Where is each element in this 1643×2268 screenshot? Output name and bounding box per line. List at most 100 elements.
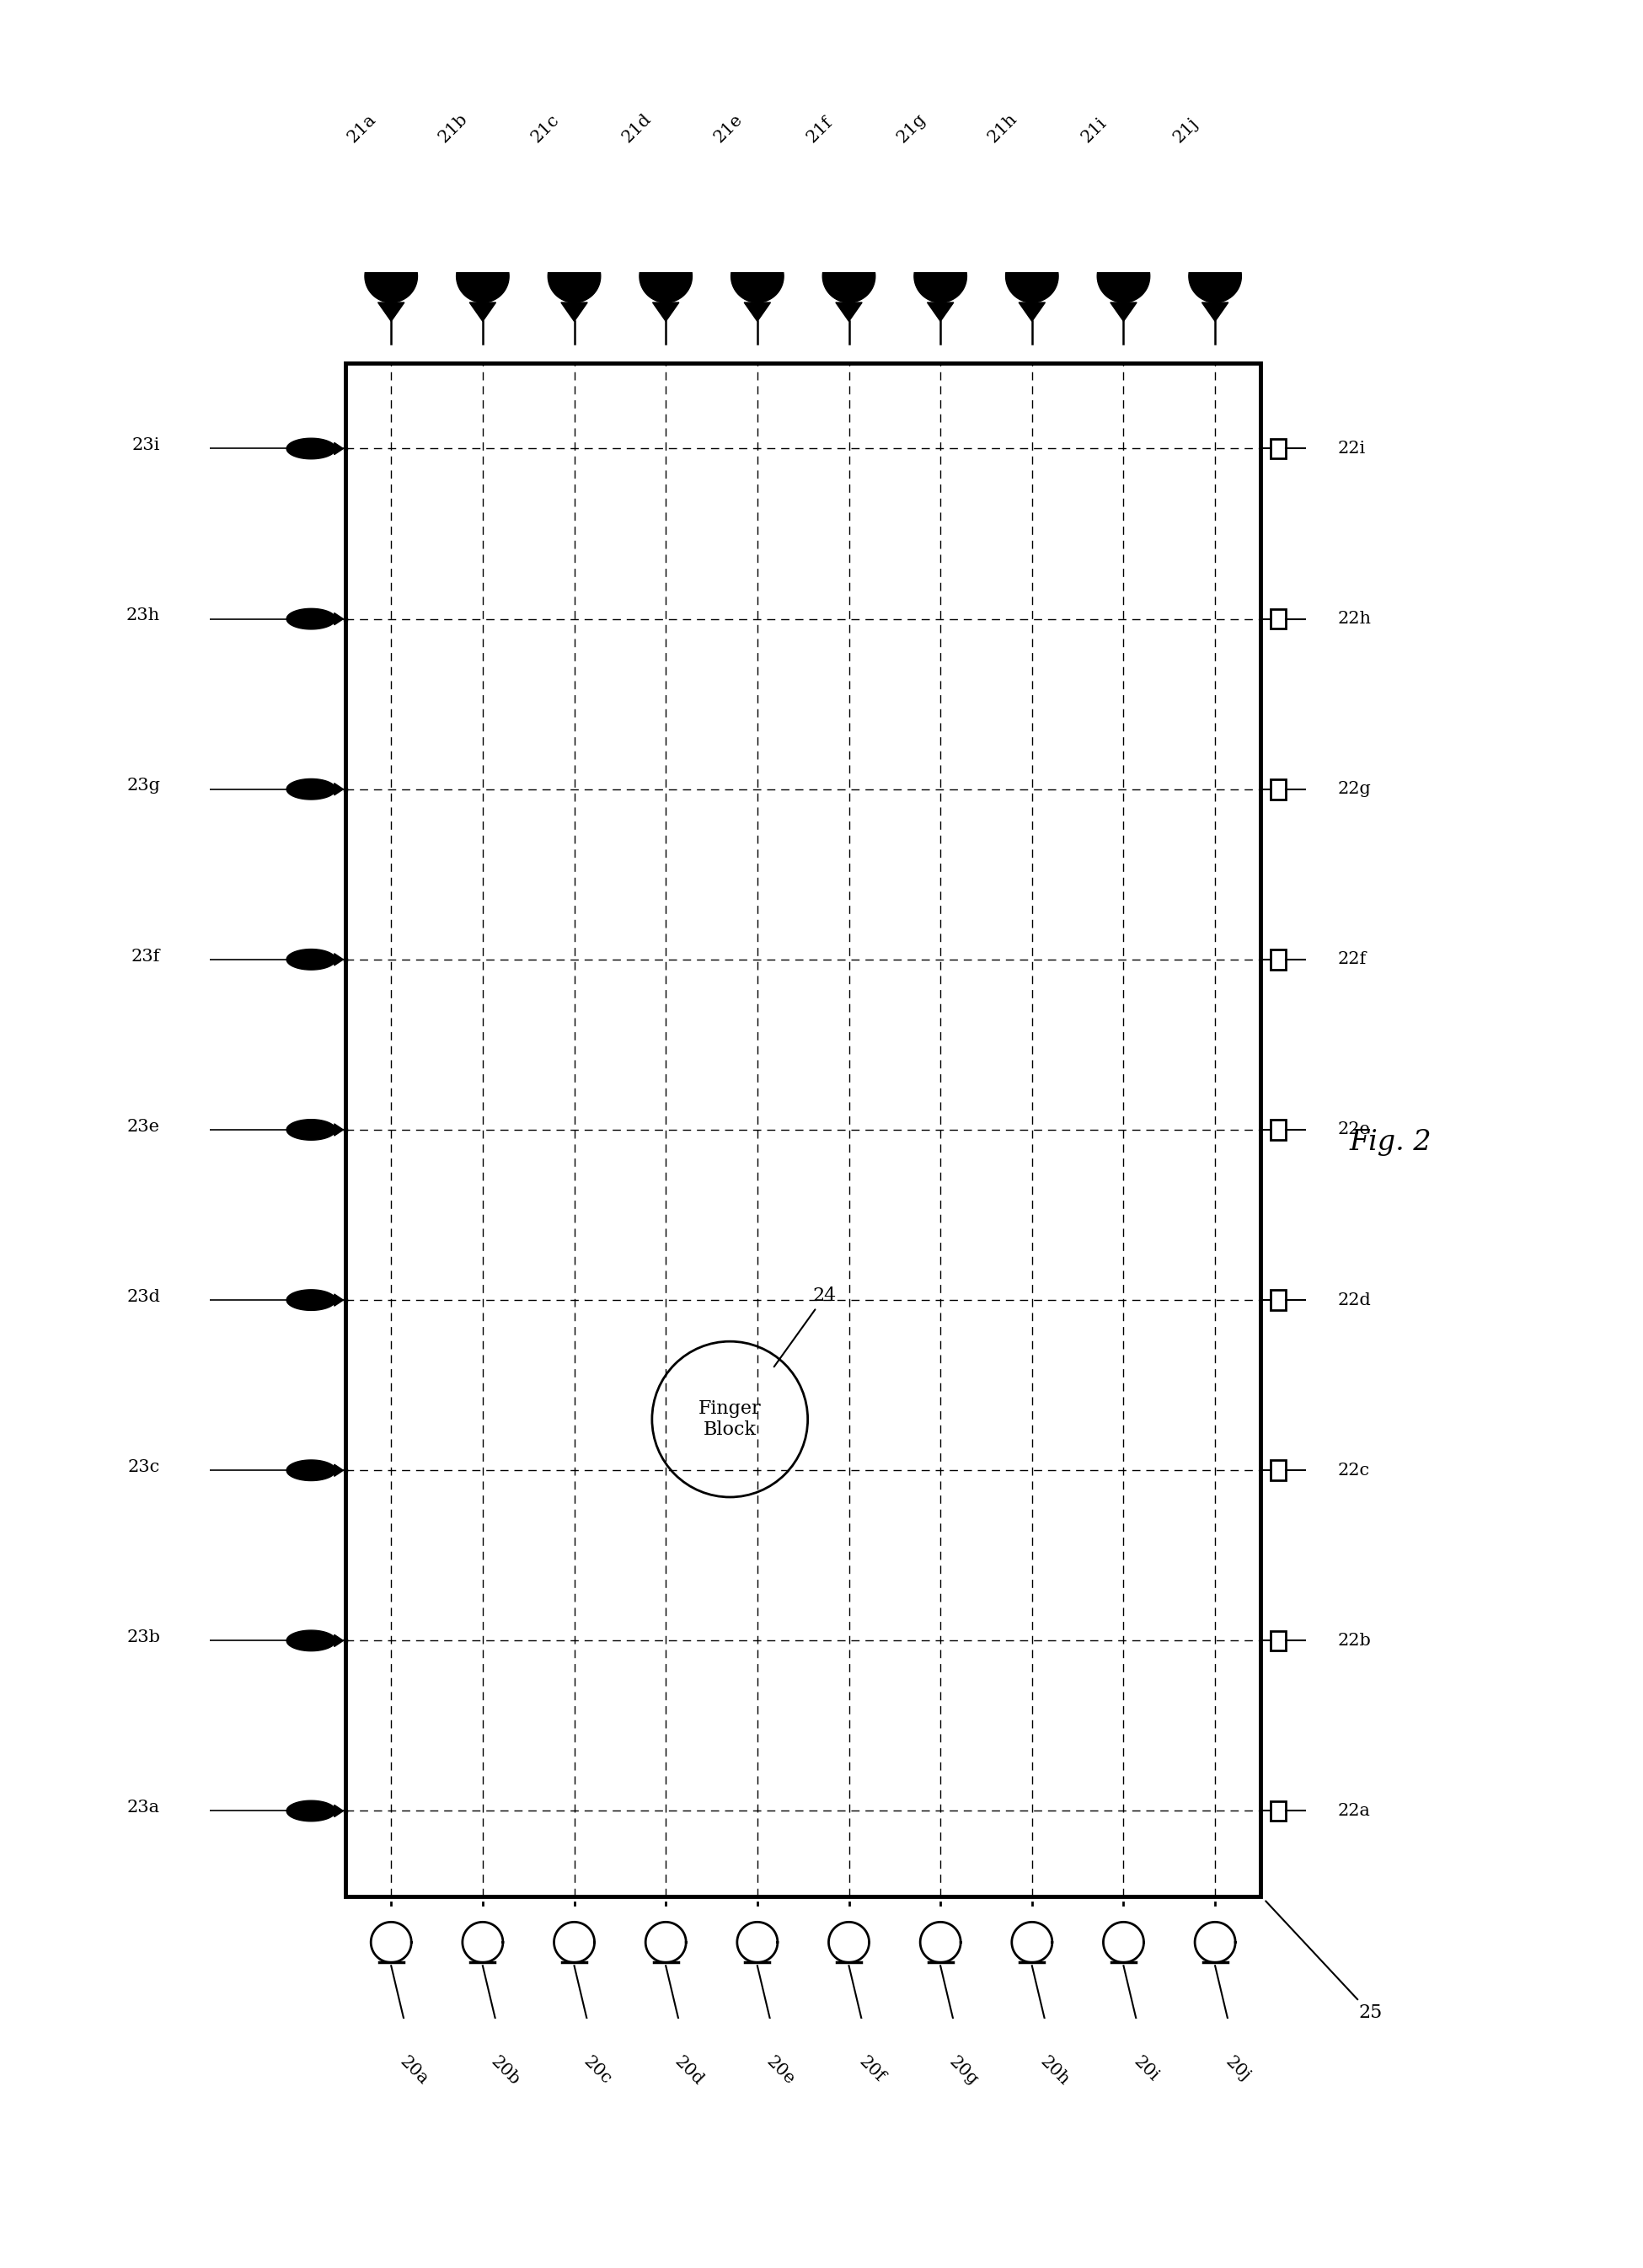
Text: 23a: 23a	[127, 1801, 159, 1817]
Text: 21j: 21j	[1170, 116, 1201, 145]
Polygon shape	[334, 1295, 343, 1306]
Polygon shape	[731, 249, 784, 302]
Polygon shape	[470, 302, 496, 322]
Text: 21c: 21c	[527, 111, 562, 145]
Bar	[345, 363, 1260, 1896]
Polygon shape	[1190, 249, 1242, 302]
Text: 22a: 22a	[1337, 1803, 1370, 1819]
Text: Fig. 2: Fig. 2	[1349, 1129, 1431, 1157]
Polygon shape	[1012, 1921, 1052, 1962]
Polygon shape	[371, 1921, 411, 1962]
Polygon shape	[286, 1801, 335, 1821]
Text: 23b: 23b	[127, 1628, 159, 1644]
Bar	[343, 1470, 347, 1472]
Polygon shape	[365, 249, 417, 302]
Polygon shape	[334, 612, 343, 626]
Polygon shape	[334, 953, 343, 966]
Polygon shape	[828, 1921, 869, 1962]
Text: 20a: 20a	[396, 2053, 430, 2089]
Polygon shape	[639, 249, 692, 302]
Bar	[1270, 950, 1286, 968]
Polygon shape	[927, 302, 953, 322]
Text: 21g: 21g	[894, 111, 928, 145]
Polygon shape	[1194, 1921, 1236, 1962]
Text: 20c: 20c	[580, 2053, 614, 2087]
Text: 22h: 22h	[1337, 610, 1372, 626]
Text: 23c: 23c	[128, 1458, 159, 1474]
Bar	[1270, 610, 1286, 628]
Bar	[343, 1810, 347, 1812]
Bar	[1270, 1120, 1286, 1141]
Polygon shape	[457, 249, 509, 302]
Polygon shape	[462, 1921, 503, 1962]
Text: 22b: 22b	[1337, 1633, 1372, 1649]
Polygon shape	[920, 1921, 961, 1962]
Text: 24: 24	[774, 1286, 836, 1368]
Polygon shape	[823, 249, 876, 302]
Polygon shape	[914, 249, 966, 302]
Text: 21i: 21i	[1079, 116, 1111, 145]
Text: 23h: 23h	[127, 608, 159, 624]
Polygon shape	[836, 302, 863, 322]
Polygon shape	[1104, 1921, 1144, 1962]
Bar	[343, 1640, 347, 1642]
Polygon shape	[334, 1805, 343, 1817]
Polygon shape	[652, 302, 679, 322]
Text: 25: 25	[1265, 1901, 1382, 2023]
Polygon shape	[744, 302, 771, 322]
Polygon shape	[286, 1290, 335, 1311]
Polygon shape	[1006, 249, 1058, 302]
Polygon shape	[286, 1631, 335, 1651]
Polygon shape	[334, 782, 343, 796]
Polygon shape	[334, 1635, 343, 1647]
Bar	[1270, 1461, 1286, 1481]
Text: 20e: 20e	[762, 2053, 797, 2089]
Bar	[343, 617, 347, 621]
Bar	[343, 787, 347, 792]
Text: 20g: 20g	[946, 2053, 981, 2089]
Polygon shape	[286, 608, 335, 628]
Bar	[343, 447, 347, 451]
Polygon shape	[286, 1120, 335, 1141]
Bar	[343, 957, 347, 962]
Polygon shape	[560, 302, 588, 322]
Bar	[1270, 1801, 1286, 1821]
Text: 23i: 23i	[131, 438, 159, 454]
Text: Finger
Block: Finger Block	[698, 1399, 761, 1440]
Text: 20h: 20h	[1037, 2053, 1073, 2089]
Polygon shape	[547, 249, 601, 302]
Bar	[1270, 1290, 1286, 1311]
Polygon shape	[334, 1123, 343, 1136]
Text: 21f: 21f	[803, 113, 836, 145]
Bar	[1270, 780, 1286, 798]
Polygon shape	[738, 1921, 777, 1962]
Text: 22c: 22c	[1337, 1463, 1370, 1479]
Text: 20d: 20d	[670, 2053, 706, 2089]
Text: 20f: 20f	[856, 2053, 887, 2084]
Polygon shape	[286, 778, 335, 801]
Polygon shape	[1098, 249, 1150, 302]
Text: 21h: 21h	[986, 111, 1020, 145]
Polygon shape	[554, 1921, 595, 1962]
Text: 21d: 21d	[619, 111, 654, 145]
Bar	[1270, 438, 1286, 458]
Text: 20j: 20j	[1222, 2053, 1254, 2084]
Text: 21e: 21e	[711, 111, 746, 145]
Bar	[1270, 1631, 1286, 1651]
Polygon shape	[1203, 302, 1229, 322]
Polygon shape	[286, 438, 335, 458]
Polygon shape	[334, 442, 343, 454]
Polygon shape	[378, 302, 404, 322]
Polygon shape	[1111, 302, 1137, 322]
Text: 22e: 22e	[1337, 1123, 1370, 1139]
Bar	[343, 1127, 347, 1132]
Text: 23d: 23d	[127, 1288, 159, 1304]
Text: 22i: 22i	[1337, 440, 1365, 456]
Polygon shape	[286, 1461, 335, 1481]
Text: 22f: 22f	[1337, 953, 1367, 968]
Text: 23e: 23e	[127, 1118, 159, 1134]
Polygon shape	[334, 1465, 343, 1476]
Text: 21b: 21b	[435, 111, 472, 145]
Polygon shape	[646, 1921, 687, 1962]
Polygon shape	[1019, 302, 1045, 322]
